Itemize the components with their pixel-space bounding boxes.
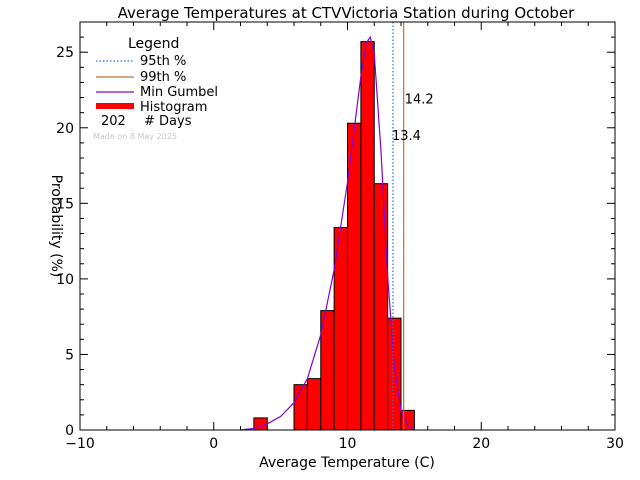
histogram-bar-9 [400, 409, 415, 431]
legend-count-value: 202 [101, 114, 126, 129]
histogram-bar-2 [306, 378, 322, 431]
chart-title: Average Temperatures at CTVVictoria Stat… [118, 4, 576, 22]
legend-label-95: 95th % [140, 54, 186, 69]
made-on-note: Made on 8 May 2025 [93, 132, 177, 141]
y-tick-label: 5 [65, 347, 74, 363]
y-axis-ticks: 0 5 10 15 20 25 [56, 21, 615, 439]
percentile-95-label: 13.4 [392, 129, 421, 144]
x-tick-label: 20 [472, 436, 490, 452]
x-axis-ticks: −10 0 10 20 30 [65, 22, 624, 452]
y-axis-label: Probability (%) [48, 175, 64, 278]
y-tick-label: 20 [56, 121, 74, 137]
histogram-bars [253, 41, 415, 431]
legend-count-label: # Days [144, 114, 192, 129]
histogram-bar-8 [387, 317, 402, 431]
y-tick-label: 25 [56, 45, 74, 61]
legend: Legend 95th % 99th % Min Gumbel Histogra… [93, 36, 218, 141]
legend-title: Legend [128, 36, 179, 52]
y-tick-label: 0 [65, 423, 74, 439]
legend-label-99: 99th % [140, 70, 186, 85]
x-axis-label: Average Temperature (C) [259, 455, 435, 471]
x-tick-label: −10 [65, 436, 95, 452]
y-tick-label: 10 [56, 272, 74, 288]
histogram-bar-3 [320, 310, 335, 431]
x-tick-label: 0 [209, 436, 218, 452]
legend-label-gumbel: Min Gumbel [140, 85, 218, 100]
x-tick-label: 10 [339, 436, 357, 452]
histogram-bar-6 [360, 41, 375, 431]
x-tick-label: 30 [606, 436, 624, 452]
legend-label-histogram: Histogram [140, 100, 207, 115]
y-tick-label: 15 [56, 196, 74, 212]
histogram-bar-7 [373, 183, 389, 431]
percentile-99-label: 14.2 [405, 93, 434, 108]
